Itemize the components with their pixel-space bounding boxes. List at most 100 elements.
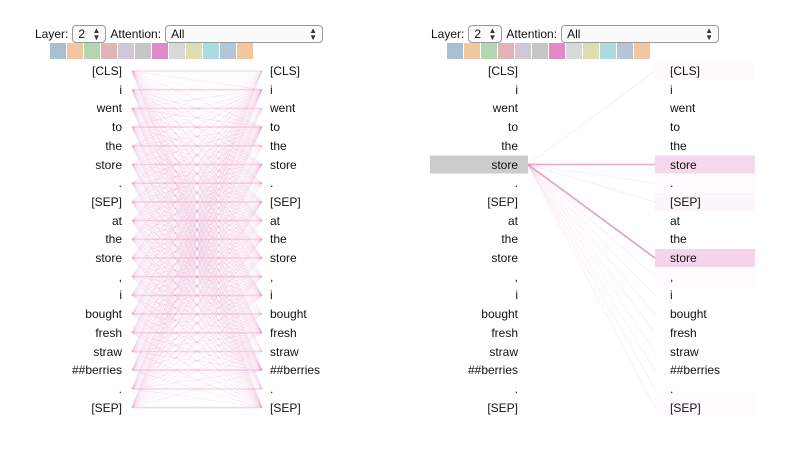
right-token[interactable]: [CLS] xyxy=(270,64,301,78)
left-token[interactable]: at xyxy=(507,213,518,228)
right-token[interactable]: the xyxy=(270,232,287,247)
head-swatch[interactable] xyxy=(498,43,514,59)
head-swatch[interactable] xyxy=(50,43,66,59)
left-token[interactable]: straw xyxy=(489,344,518,359)
head-swatch[interactable] xyxy=(169,43,185,59)
head-swatch[interactable] xyxy=(152,43,168,59)
left-token[interactable]: [SEP] xyxy=(91,194,122,209)
left-token[interactable]: i xyxy=(119,82,122,97)
right-token[interactable]: [CLS] xyxy=(670,64,701,78)
left-token[interactable]: [SEP] xyxy=(487,194,518,209)
left-token[interactable]: i xyxy=(515,288,518,303)
right-token[interactable]: at xyxy=(270,213,281,228)
head-swatch[interactable] xyxy=(220,43,236,59)
right-token[interactable]: straw xyxy=(270,344,299,359)
right-token[interactable]: store xyxy=(270,251,297,265)
left-token[interactable]: the xyxy=(105,232,122,247)
left-token[interactable]: ##berries xyxy=(71,363,122,378)
right-token[interactable]: ##berries xyxy=(270,363,321,378)
head-swatch[interactable] xyxy=(515,43,531,59)
right-token[interactable]: the xyxy=(270,138,287,153)
right-token[interactable]: [SEP] xyxy=(270,194,301,209)
left-token[interactable]: ##berries xyxy=(467,363,518,378)
right-token[interactable]: store xyxy=(670,157,697,172)
right-token[interactable]: to xyxy=(670,120,681,135)
left-token[interactable]: [SEP] xyxy=(91,400,122,415)
right-token[interactable]: [SEP] xyxy=(670,400,701,415)
left-token[interactable]: . xyxy=(118,176,122,191)
head-swatch[interactable] xyxy=(67,43,83,59)
layer-select[interactable]: 2 ▲ ▼ xyxy=(468,25,503,43)
left-token[interactable]: the xyxy=(501,138,518,153)
right-token[interactable]: the xyxy=(670,232,687,247)
right-token[interactable]: fresh xyxy=(270,325,297,340)
left-token[interactable]: i xyxy=(515,82,518,97)
left-token[interactable]: straw xyxy=(93,344,122,359)
head-swatch[interactable] xyxy=(549,43,565,59)
left-token[interactable]: store xyxy=(491,157,518,172)
left-token[interactable]: bought xyxy=(481,307,518,322)
right-token[interactable]: . xyxy=(670,381,674,396)
left-token[interactable]: . xyxy=(514,176,518,191)
right-token[interactable]: to xyxy=(270,120,281,135)
right-token[interactable]: , xyxy=(270,269,274,284)
left-token[interactable]: . xyxy=(514,381,518,396)
head-swatch[interactable] xyxy=(84,43,100,59)
right-token[interactable]: bought xyxy=(670,307,707,322)
left-token[interactable]: fresh xyxy=(95,325,122,340)
right-token[interactable]: store xyxy=(270,157,297,172)
left-token[interactable]: [CLS] xyxy=(91,64,122,78)
right-token[interactable]: ##berries xyxy=(670,363,721,378)
right-token[interactable]: [SEP] xyxy=(270,400,301,415)
head-swatch[interactable] xyxy=(634,43,650,59)
right-token[interactable]: i xyxy=(670,82,673,97)
left-token[interactable]: store xyxy=(95,157,122,172)
right-token[interactable]: at xyxy=(670,213,681,228)
right-token[interactable]: . xyxy=(670,176,674,191)
left-token[interactable]: , xyxy=(514,269,518,284)
right-token[interactable]: straw xyxy=(670,344,699,359)
right-token[interactable]: . xyxy=(270,176,274,191)
attention-select[interactable]: All ▲ ▼ xyxy=(165,25,324,43)
right-token[interactable]: i xyxy=(270,82,273,97)
left-token[interactable]: to xyxy=(111,120,122,135)
left-token[interactable]: i xyxy=(119,288,122,303)
left-token[interactable]: at xyxy=(111,213,122,228)
left-token[interactable]: store xyxy=(95,251,122,265)
layer-select[interactable]: 2 ▲ ▼ xyxy=(72,25,107,43)
left-token[interactable]: , xyxy=(118,269,122,284)
left-token[interactable]: went xyxy=(492,101,518,116)
head-swatch[interactable] xyxy=(101,43,117,59)
left-token[interactable]: [CLS] xyxy=(487,64,518,78)
head-swatch[interactable] xyxy=(583,43,599,59)
head-swatch[interactable] xyxy=(617,43,633,59)
left-token[interactable]: . xyxy=(118,381,122,396)
right-token[interactable]: fresh xyxy=(670,325,697,340)
head-swatch[interactable] xyxy=(566,43,582,59)
head-swatch[interactable] xyxy=(186,43,202,59)
right-token[interactable]: the xyxy=(670,138,687,153)
head-swatch[interactable] xyxy=(532,43,548,59)
left-token[interactable]: went xyxy=(96,101,122,116)
right-token[interactable]: went xyxy=(270,101,296,116)
right-token[interactable]: . xyxy=(270,381,274,396)
left-token[interactable]: to xyxy=(507,120,518,135)
left-token[interactable]: the xyxy=(501,232,518,247)
left-token[interactable]: the xyxy=(105,138,122,153)
right-token[interactable]: , xyxy=(670,269,674,284)
right-token[interactable]: i xyxy=(670,288,673,303)
left-token[interactable]: bought xyxy=(85,307,122,322)
head-swatch[interactable] xyxy=(447,43,463,59)
left-token[interactable]: [SEP] xyxy=(487,400,518,415)
head-swatch[interactable] xyxy=(203,43,219,59)
head-swatch[interactable] xyxy=(600,43,616,59)
attention-select[interactable]: All ▲ ▼ xyxy=(561,25,720,43)
right-token[interactable]: went xyxy=(670,101,696,116)
right-token[interactable]: bought xyxy=(270,307,307,322)
head-swatch[interactable] xyxy=(135,43,151,59)
head-swatch[interactable] xyxy=(464,43,480,59)
left-token[interactable]: store xyxy=(491,251,518,265)
left-token[interactable]: fresh xyxy=(491,325,518,340)
head-swatch[interactable] xyxy=(118,43,134,59)
head-swatch[interactable] xyxy=(481,43,497,59)
